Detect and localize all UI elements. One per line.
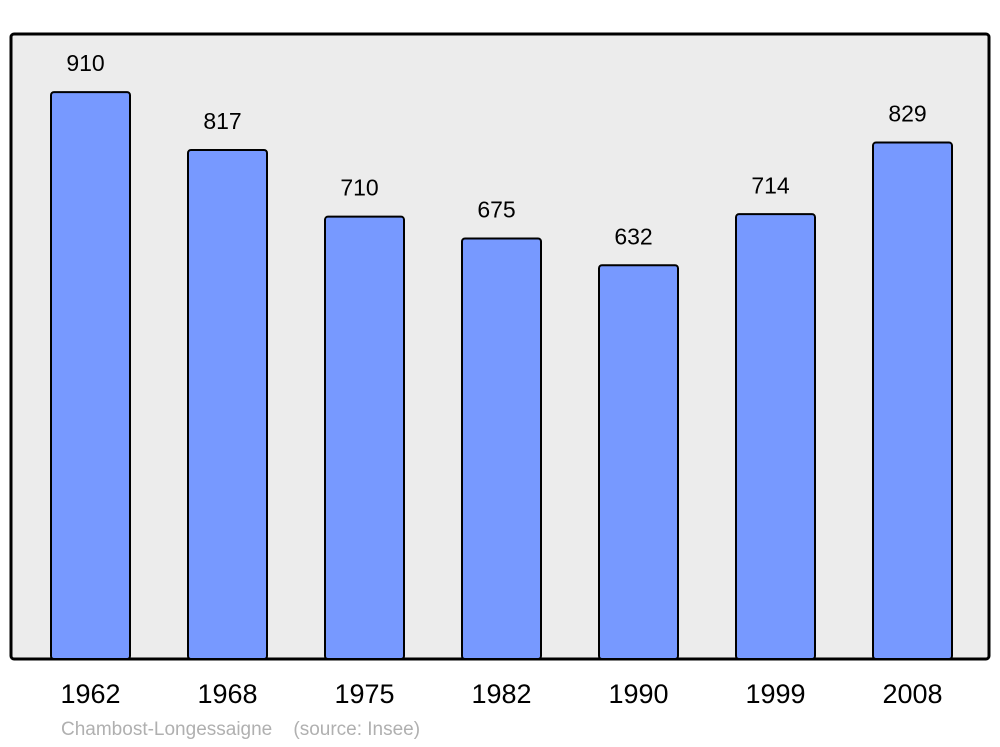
value-label: 632 [614, 223, 652, 249]
x-tick-label: 1962 [60, 679, 120, 709]
bar [461, 237, 542, 660]
bar [872, 141, 953, 660]
value-label: 910 [66, 50, 104, 76]
bar [50, 91, 131, 660]
value-label: 714 [751, 172, 790, 198]
x-tick-label: 1999 [745, 679, 805, 709]
x-tick-label: 1990 [608, 679, 668, 709]
x-tick-label: 1968 [197, 679, 257, 709]
bar [187, 149, 268, 660]
value-label: 710 [340, 175, 378, 201]
bar [598, 264, 679, 660]
x-tick-label: 1982 [471, 679, 531, 709]
value-label: 675 [477, 197, 515, 223]
x-tick-label: 1975 [334, 679, 394, 709]
caption: Chambost-Longessaigne (source: Insee) [61, 719, 420, 740]
value-label: 817 [203, 108, 241, 134]
bar [735, 213, 816, 660]
value-label: 829 [888, 101, 926, 127]
x-tick-label: 2008 [882, 679, 942, 709]
bar [324, 215, 405, 660]
